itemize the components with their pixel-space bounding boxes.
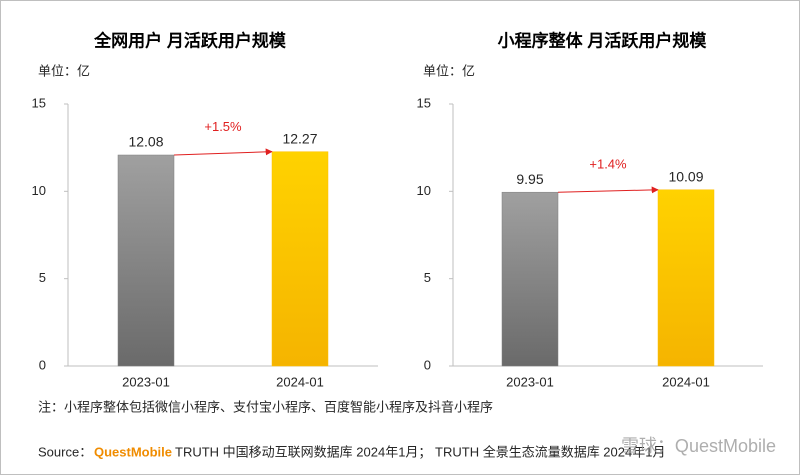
growth-label: +1.4% — [589, 156, 627, 171]
y-tick-label: 10 — [417, 183, 431, 198]
bar — [501, 191, 559, 367]
value-label: 10.09 — [668, 168, 703, 184]
unit-label: 单位：亿 — [38, 63, 90, 78]
value-label: 12.27 — [282, 130, 317, 146]
x-tick-label: 2023-01 — [122, 374, 170, 389]
y-tick-label: 0 — [39, 357, 46, 372]
y-tick-label: 5 — [39, 270, 46, 285]
x-tick-label: 2024-01 — [662, 374, 710, 389]
x-tick-label: 2023-01 — [506, 374, 554, 389]
chart-title: 全网用户 月活跃用户规模 — [93, 30, 287, 50]
growth-arrow — [557, 186, 659, 194]
y-tick-label: 10 — [32, 183, 46, 198]
value-label: 9.95 — [516, 171, 543, 187]
y-tick-label: 15 — [417, 95, 431, 110]
source-label: Source： — [38, 444, 92, 459]
growth-label: +1.5% — [204, 119, 242, 134]
y-tick-label: 15 — [32, 95, 46, 110]
source-brand: QuestMobile — [94, 444, 172, 459]
source-text: TRUTH 中国移动互联网数据库 2024年1月； TRUTH 全景生态流量数据… — [175, 444, 665, 460]
x-tick-label: 2024-01 — [276, 374, 324, 389]
bar — [271, 151, 329, 367]
growth-arrow — [173, 148, 273, 156]
bar — [117, 154, 175, 367]
value-label: 12.08 — [128, 134, 163, 150]
y-tick-label: 5 — [424, 270, 431, 285]
bar — [657, 189, 715, 367]
unit-label: 单位：亿 — [423, 63, 475, 78]
watermark: 雪球：QuestMobile — [621, 436, 776, 456]
note: 注：小程序整体包括微信小程序、支付宝小程序、百度智能小程序及抖音小程序 — [38, 399, 493, 414]
chart-title: 小程序整体 月活跃用户规模 — [498, 30, 708, 50]
y-tick-label: 0 — [424, 357, 431, 372]
